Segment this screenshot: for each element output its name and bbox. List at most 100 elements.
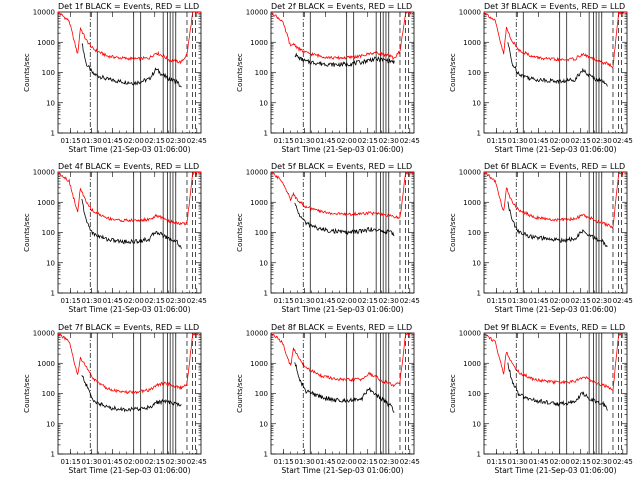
series-line-lld [484,333,627,391]
x-tick-label: 02:30 [592,137,612,145]
y-tick-label: 10 [472,259,481,267]
x-tick-label: 01:30 [508,458,528,466]
y-tick-label: 100 [42,390,55,398]
y-axis-label: Counts/sec [23,53,31,92]
y-tick-label: 1000 [463,199,481,207]
y-tick-label: 1000 [37,39,55,47]
chart-title: Det 9f BLACK = Events, RED = LLD [484,323,625,332]
series-line-events [81,198,182,249]
x-tick-label: 02:30 [166,458,186,466]
x-tick-label: 01:15 [487,297,507,305]
series-line-events [507,42,608,87]
chart-panel-4: Det 4f BLACK = Events, RED = LLD 1 10 100 10… [23,162,207,314]
x-tick-label: 02:45 [400,297,420,305]
y-tick-label: 1 [51,130,55,138]
x-tick-label: 02:15 [145,458,165,466]
x-tick-label: 01:45 [103,297,123,305]
series-line-events [81,43,182,88]
x-tick-label: 01:45 [529,297,549,305]
y-axis-label: Counts/sec [236,374,244,413]
y-tick-label: 10000 [246,169,268,177]
plot-frame [270,11,415,134]
x-tick-label: 02:45 [613,297,633,305]
plot-frame [270,171,415,294]
plot-frame [57,171,202,294]
y-tick-label: 100 [468,390,481,398]
y-axis-label: Counts/sec [23,213,31,252]
y-tick-label: 1 [51,290,55,298]
y-tick-label: 1 [51,451,55,459]
x-tick-label: 01:30 [295,458,315,466]
series-line-lld [271,333,414,388]
x-tick-label: 02:45 [187,458,207,466]
x-tick-label: 01:45 [103,458,123,466]
y-tick-label: 10 [46,99,55,107]
x-tick-label: 02:15 [571,297,591,305]
series-line-events [507,201,608,248]
y-tick-label: 10 [46,259,55,267]
series-line-lld [271,172,414,220]
x-tick-label: 02:30 [166,297,186,305]
x-tick-label: 02:15 [571,137,591,145]
x-tick-label: 01:30 [82,297,102,305]
y-tick-label: 1000 [37,360,55,368]
x-tick-label: 01:45 [316,137,336,145]
x-tick-label: 02:00 [337,297,357,305]
chart-title: Det 4f BLACK = Events, RED = LLD [58,162,199,171]
x-tick-label: 01:30 [508,137,528,145]
x-tick-label: 02:15 [571,458,591,466]
x-axis-label: Start Time (21-Sep-03 01:06:00) [282,466,404,475]
plot-frame [57,11,202,134]
x-tick-label: 01:45 [103,137,123,145]
x-tick-label: 01:45 [316,297,336,305]
series-line-lld [271,12,414,61]
x-tick-label: 02:45 [400,458,420,466]
x-tick-label: 02:15 [358,297,378,305]
chart-panel-6: Det 6f BLACK = Events, RED = LLD 1 10 100 10… [449,162,633,314]
y-tick-label: 1 [264,130,268,138]
y-axis-label: Counts/sec [236,53,244,92]
x-tick-label: 02:45 [187,137,207,145]
x-tick-label: 02:15 [145,137,165,145]
x-axis-label: Start Time (21-Sep-03 01:06:00) [69,466,191,475]
x-tick-label: 02:30 [379,458,399,466]
x-tick-label: 02:30 [379,297,399,305]
x-tick-label: 02:00 [337,137,357,145]
x-tick-label: 02:30 [379,137,399,145]
x-axis-label: Start Time (21-Sep-03 01:06:00) [282,145,404,154]
chart-panel-5: Det 5f BLACK = Events, RED = LLD 1 10 100 10… [236,162,420,314]
chart-title: Det 2f BLACK = Events, RED = LLD [271,2,412,11]
y-axis-label: Counts/sec [449,213,457,252]
x-tick-label: 02:45 [400,137,420,145]
x-tick-label: 02:00 [124,297,144,305]
y-axis-label: Counts/sec [236,213,244,252]
y-tick-label: 1 [264,290,268,298]
x-tick-label: 02:00 [124,458,144,466]
y-tick-label: 1000 [37,199,55,207]
y-axis-label: Counts/sec [449,53,457,92]
x-tick-label: 02:00 [550,458,570,466]
x-tick-label: 02:15 [358,458,378,466]
x-tick-label: 01:15 [487,458,507,466]
y-tick-label: 1000 [250,199,268,207]
chart-title: Det 3f BLACK = Events, RED = LLD [484,2,625,11]
x-tick-label: 02:45 [187,297,207,305]
series-line-lld [58,172,201,226]
chart-panel-7: Det 7f BLACK = Events, RED = LLD 1 10 100 10… [23,323,207,475]
y-tick-label: 100 [468,69,481,77]
y-tick-label: 10000 [33,9,55,17]
chart-panel-1: Det 1f BLACK = Events, RED = LLD 1 10 100 10… [23,2,207,154]
series-line-events [81,375,182,413]
x-tick-label: 01:45 [316,458,336,466]
y-tick-label: 10000 [33,169,55,177]
plot-frame [483,171,628,294]
x-tick-label: 01:15 [274,458,294,466]
y-axis-label: Counts/sec [449,374,457,413]
series-line-events [294,52,395,68]
chart-title: Det 6f BLACK = Events, RED = LLD [484,162,625,171]
plot-frame [270,332,415,455]
series-line-lld [484,12,627,69]
y-tick-label: 10 [259,259,268,267]
y-tick-label: 100 [255,229,268,237]
